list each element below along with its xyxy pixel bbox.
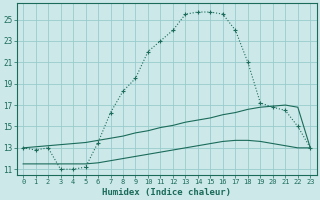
- X-axis label: Humidex (Indice chaleur): Humidex (Indice chaleur): [102, 188, 231, 197]
